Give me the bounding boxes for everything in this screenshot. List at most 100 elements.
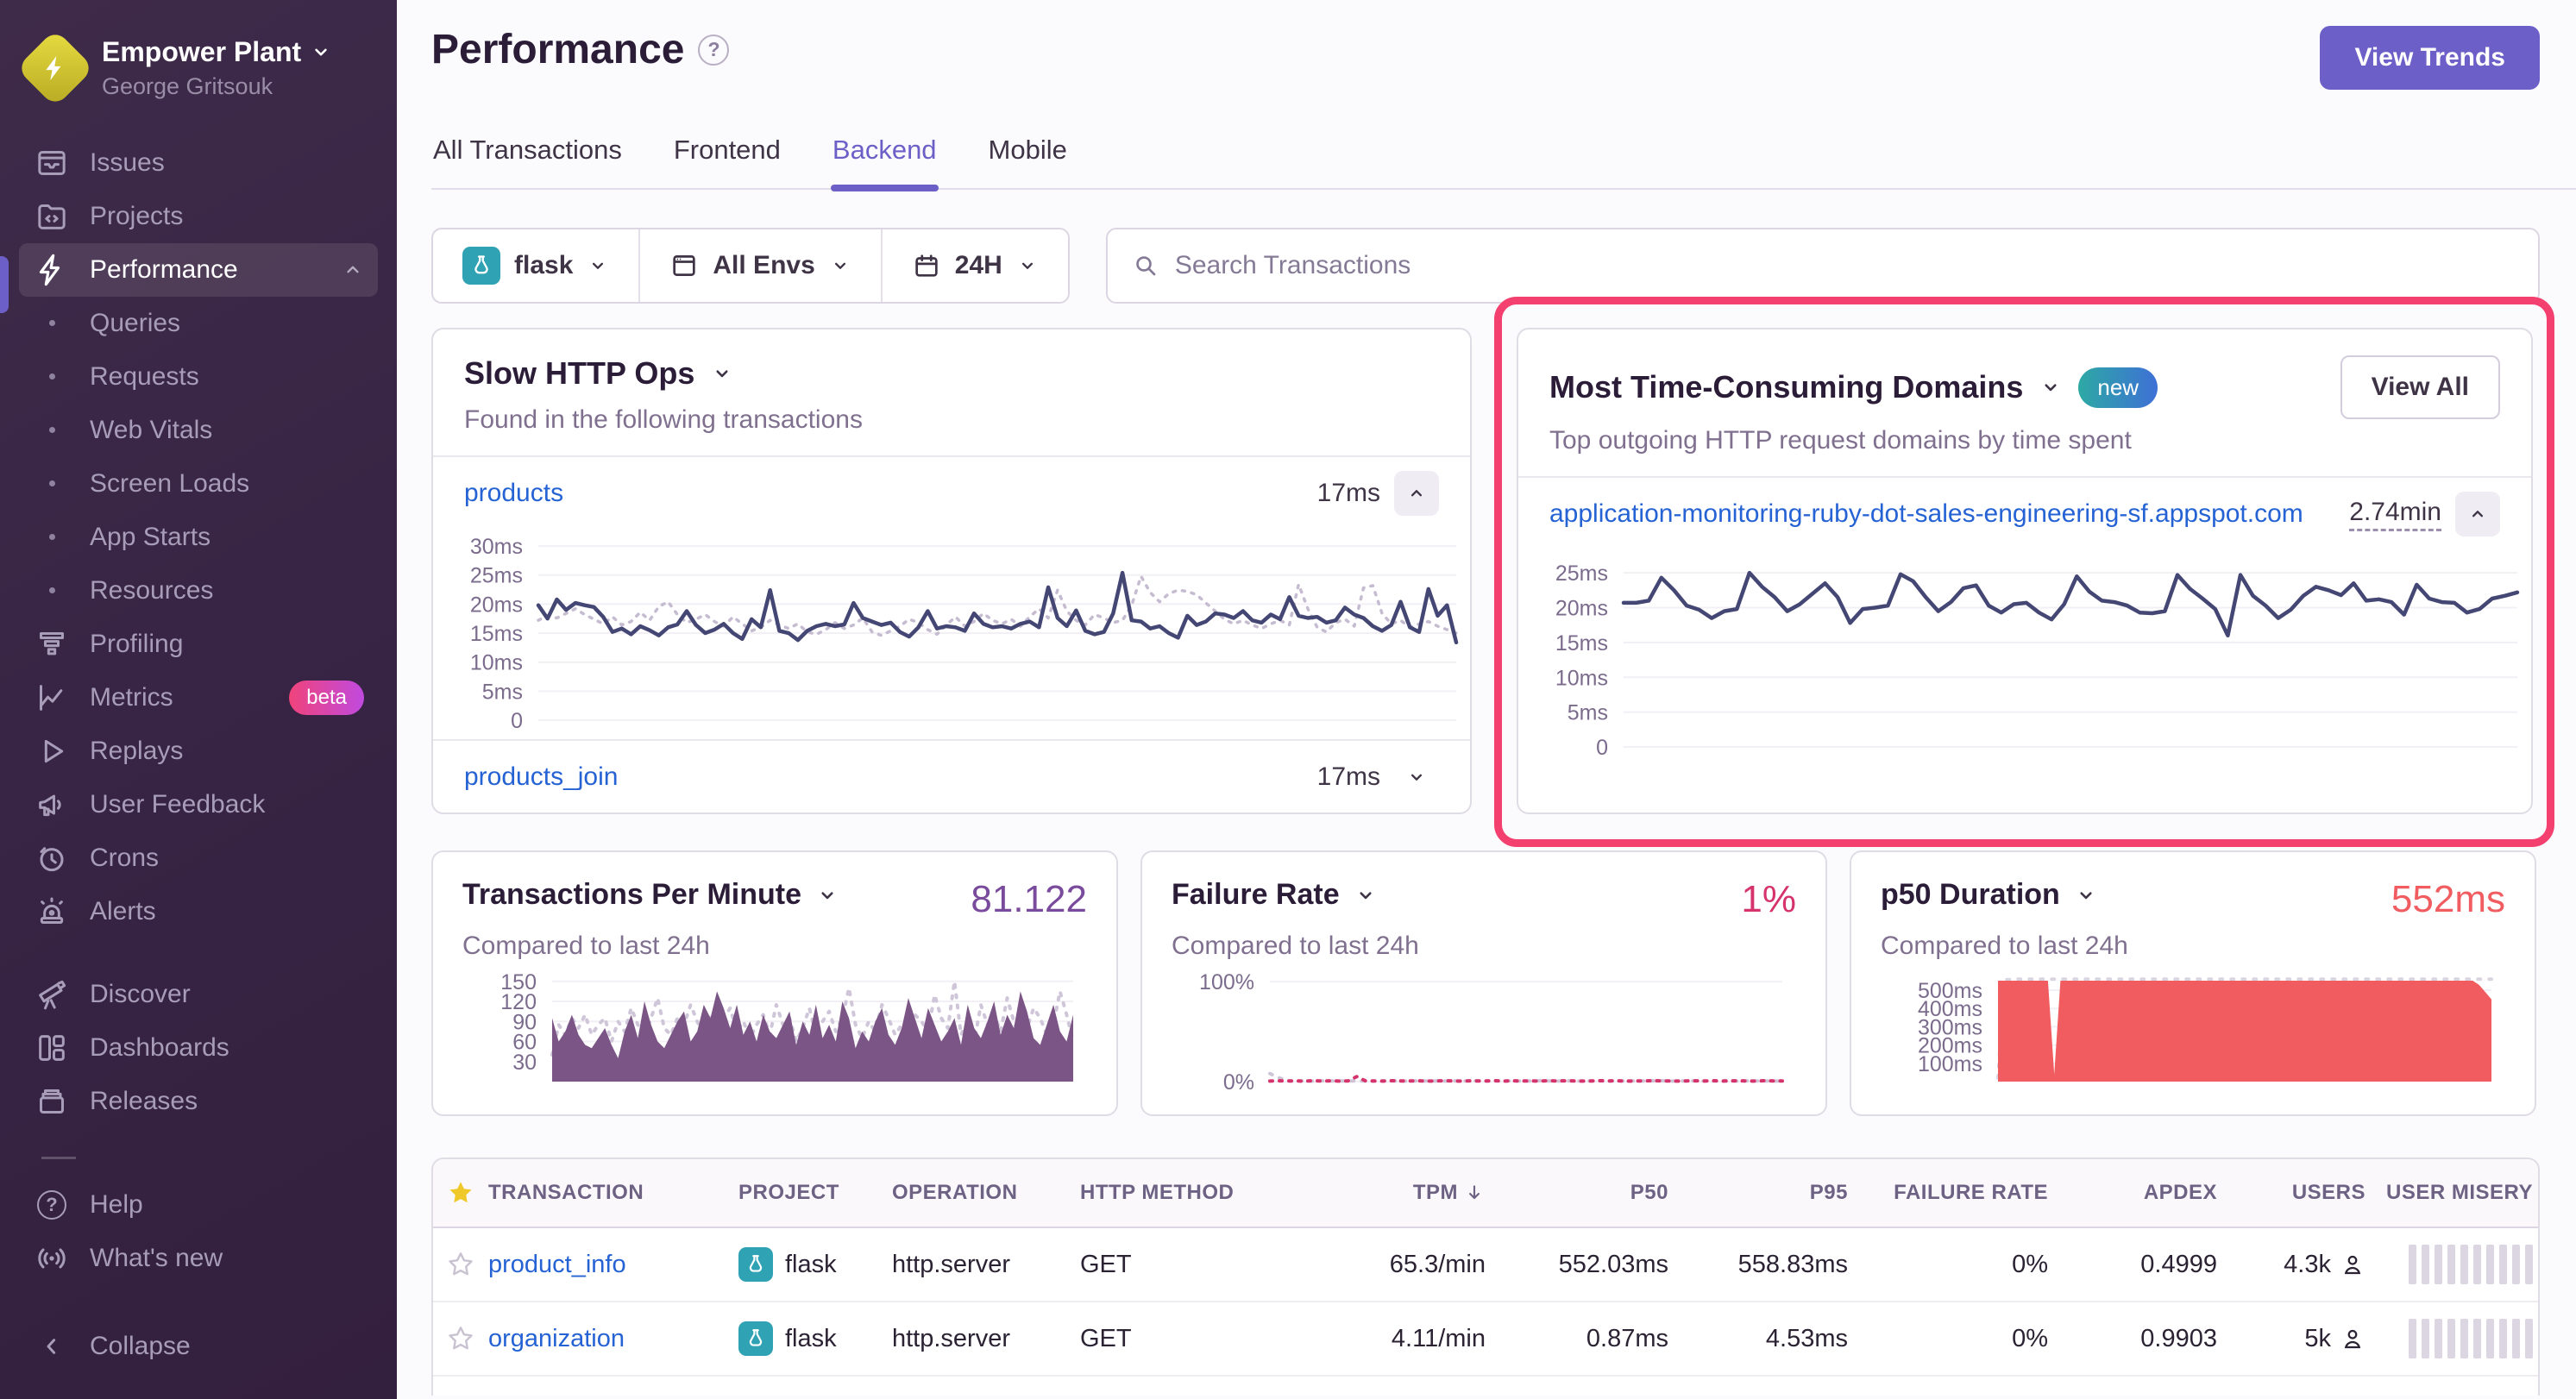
svg-text:300ms: 300ms	[1918, 1015, 1982, 1039]
transaction-link[interactable]: organization	[488, 1324, 625, 1352]
col-users[interactable]: USERS	[2291, 1181, 2366, 1204]
chevron-down-icon[interactable]	[710, 361, 734, 386]
transaction-link[interactable]: product_info	[488, 1250, 626, 1278]
user-misery-cell	[2366, 1319, 2538, 1358]
sidebar-item-dashboards[interactable]: Dashboards	[19, 1021, 378, 1075]
col-failure-rate[interactable]: FAILURE RATE	[1894, 1181, 2048, 1204]
favorite-star-header-icon[interactable]	[433, 1179, 488, 1207]
tab-frontend[interactable]: Frontend	[673, 135, 781, 165]
org-switcher[interactable]: Empower Plant George Gritsouk	[16, 28, 378, 136]
users-cell: 5k	[2217, 1325, 2366, 1353]
failure-rate-cell: 0%	[2012, 1324, 2048, 1352]
sort-desc-icon	[1469, 1185, 1480, 1200]
sidebar-item-replays[interactable]: Replays	[19, 725, 378, 778]
sidebar-item-discover[interactable]: Discover	[19, 968, 378, 1021]
sidebar-item-requests[interactable]: Requests	[19, 350, 378, 404]
sidebar-collapse[interactable]: Collapse	[19, 1320, 378, 1373]
calendar-icon	[915, 254, 938, 277]
sidebar-item-profiling[interactable]: Profiling	[19, 618, 378, 671]
tab-backend[interactable]: Backend	[830, 135, 939, 191]
collapse-button[interactable]	[1394, 470, 1439, 516]
duration-value: 17ms	[1316, 478, 1380, 507]
card-subtitle: Compared to last 24h	[462, 932, 710, 960]
sidebar-item-queries[interactable]: Queries	[19, 297, 378, 350]
p50-cell: 0.87ms	[1586, 1324, 1668, 1352]
help-tooltip-icon[interactable]: ?	[698, 34, 730, 66]
sidebar-item-projects[interactable]: Projects	[19, 190, 378, 243]
col-p95[interactable]: P95	[1809, 1181, 1848, 1204]
duration-value: 17ms	[1316, 762, 1380, 791]
chevron-down-icon[interactable]	[2074, 883, 2098, 907]
tab-mobile[interactable]: Mobile	[988, 135, 1067, 165]
user-icon	[2344, 1255, 2361, 1275]
svg-text:5ms: 5ms	[1568, 701, 1608, 725]
sidebar-item-screen-loads[interactable]: Screen Loads	[19, 457, 378, 511]
svg-text:90: 90	[512, 1010, 537, 1034]
chevron-down-icon	[834, 262, 845, 269]
operation-cell: http.server	[892, 1250, 1010, 1278]
svg-text:60: 60	[512, 1031, 537, 1055]
svg-text:15ms: 15ms	[470, 622, 523, 646]
card-subtitle: Top outgoing HTTP request domains by tim…	[1549, 426, 2132, 455]
chevron-down-icon[interactable]	[1354, 883, 1378, 907]
collapse-button[interactable]	[2455, 492, 2500, 536]
project-filter[interactable]: flask	[433, 229, 638, 302]
domain-link[interactable]: application-monitoring-ruby-dot-sales-en…	[1549, 499, 2303, 528]
search-transactions-box[interactable]	[1105, 228, 2540, 304]
user-icon	[2344, 1329, 2361, 1349]
expand-button[interactable]	[1394, 755, 1439, 800]
col-p50[interactable]: P50	[1630, 1181, 1668, 1204]
svg-text:0%: 0%	[1223, 1070, 1254, 1095]
sidebar-item-web-vitals[interactable]: Web Vitals	[19, 404, 378, 457]
transaction-link[interactable]: products	[464, 478, 564, 507]
col-operation[interactable]: OPERATION	[892, 1181, 1018, 1204]
sidebar-item-user-feedback[interactable]: User Feedback	[19, 778, 378, 831]
sidebar-item-whats-new[interactable]: What's new	[19, 1232, 378, 1285]
col-transaction[interactable]: TRANSACTION	[488, 1181, 644, 1204]
sidebar-footer: ? Help What's new Collapse	[19, 1134, 378, 1373]
sidebar-item-issues[interactable]: Issues	[19, 136, 378, 190]
time-spent-value[interactable]: 2.74min	[2349, 498, 2441, 531]
sidebar-item-alerts[interactable]: Alerts	[19, 885, 378, 938]
project-cell[interactable]: flask	[738, 1321, 892, 1356]
search-input[interactable]	[1174, 251, 2514, 280]
p50-cell: 552.03ms	[1558, 1250, 1668, 1278]
sidebar-item-app-starts[interactable]: App Starts	[19, 511, 378, 564]
sidebar-item-crons[interactable]: Crons	[19, 831, 378, 885]
org-logo	[16, 28, 95, 108]
col-http-method[interactable]: HTTP METHOD	[1080, 1181, 1235, 1204]
table-row: organization flask http.server GET 4.11/…	[433, 1302, 2538, 1377]
favorite-star-icon[interactable]	[433, 1325, 488, 1352]
sidebar-item-releases[interactable]: Releases	[19, 1075, 378, 1128]
search-icon	[1136, 256, 1156, 276]
sidebar-item-help[interactable]: ? Help	[19, 1178, 378, 1232]
svg-text:25ms: 25ms	[1555, 561, 1608, 586]
project-cell[interactable]: flask	[738, 1247, 892, 1282]
transaction-link[interactable]: products_join	[464, 762, 619, 791]
org-name: Empower Plant	[102, 36, 302, 67]
megaphone-icon	[33, 787, 71, 822]
svg-text:0: 0	[511, 709, 523, 733]
flask-project-icon	[738, 1321, 773, 1356]
tab-all-transactions[interactable]: All Transactions	[433, 135, 622, 165]
col-tpm-sorted[interactable]: TPM	[1297, 1181, 1486, 1205]
view-trends-button[interactable]: View Trends	[2320, 26, 2540, 90]
user-misery-bars	[2366, 1319, 2538, 1358]
col-project[interactable]: PROJECT	[738, 1181, 839, 1204]
tpm-chart: 150 120 90 60 30	[462, 966, 1087, 1101]
sidebar-item-resources[interactable]: Resources	[19, 564, 378, 618]
view-all-button[interactable]: View All	[2340, 355, 2500, 419]
flask-project-icon	[738, 1247, 773, 1282]
environment-filter[interactable]: All Envs	[638, 229, 880, 302]
window-icon	[673, 255, 696, 276]
lightning-bolt-icon	[46, 55, 61, 81]
favorite-star-icon[interactable]	[433, 1251, 488, 1278]
sidebar-item-metrics[interactable]: Metrics beta	[19, 671, 378, 725]
chevron-down-icon[interactable]	[2039, 375, 2063, 399]
chevron-down-icon[interactable]	[815, 883, 839, 907]
date-range-filter[interactable]: 24H	[880, 229, 1068, 302]
bullet-icon	[33, 534, 71, 541]
col-user-misery[interactable]: USER MISERY	[2386, 1181, 2533, 1204]
col-apdex[interactable]: APDEX	[2143, 1181, 2217, 1204]
sidebar-item-performance[interactable]: Performance	[19, 242, 378, 297]
